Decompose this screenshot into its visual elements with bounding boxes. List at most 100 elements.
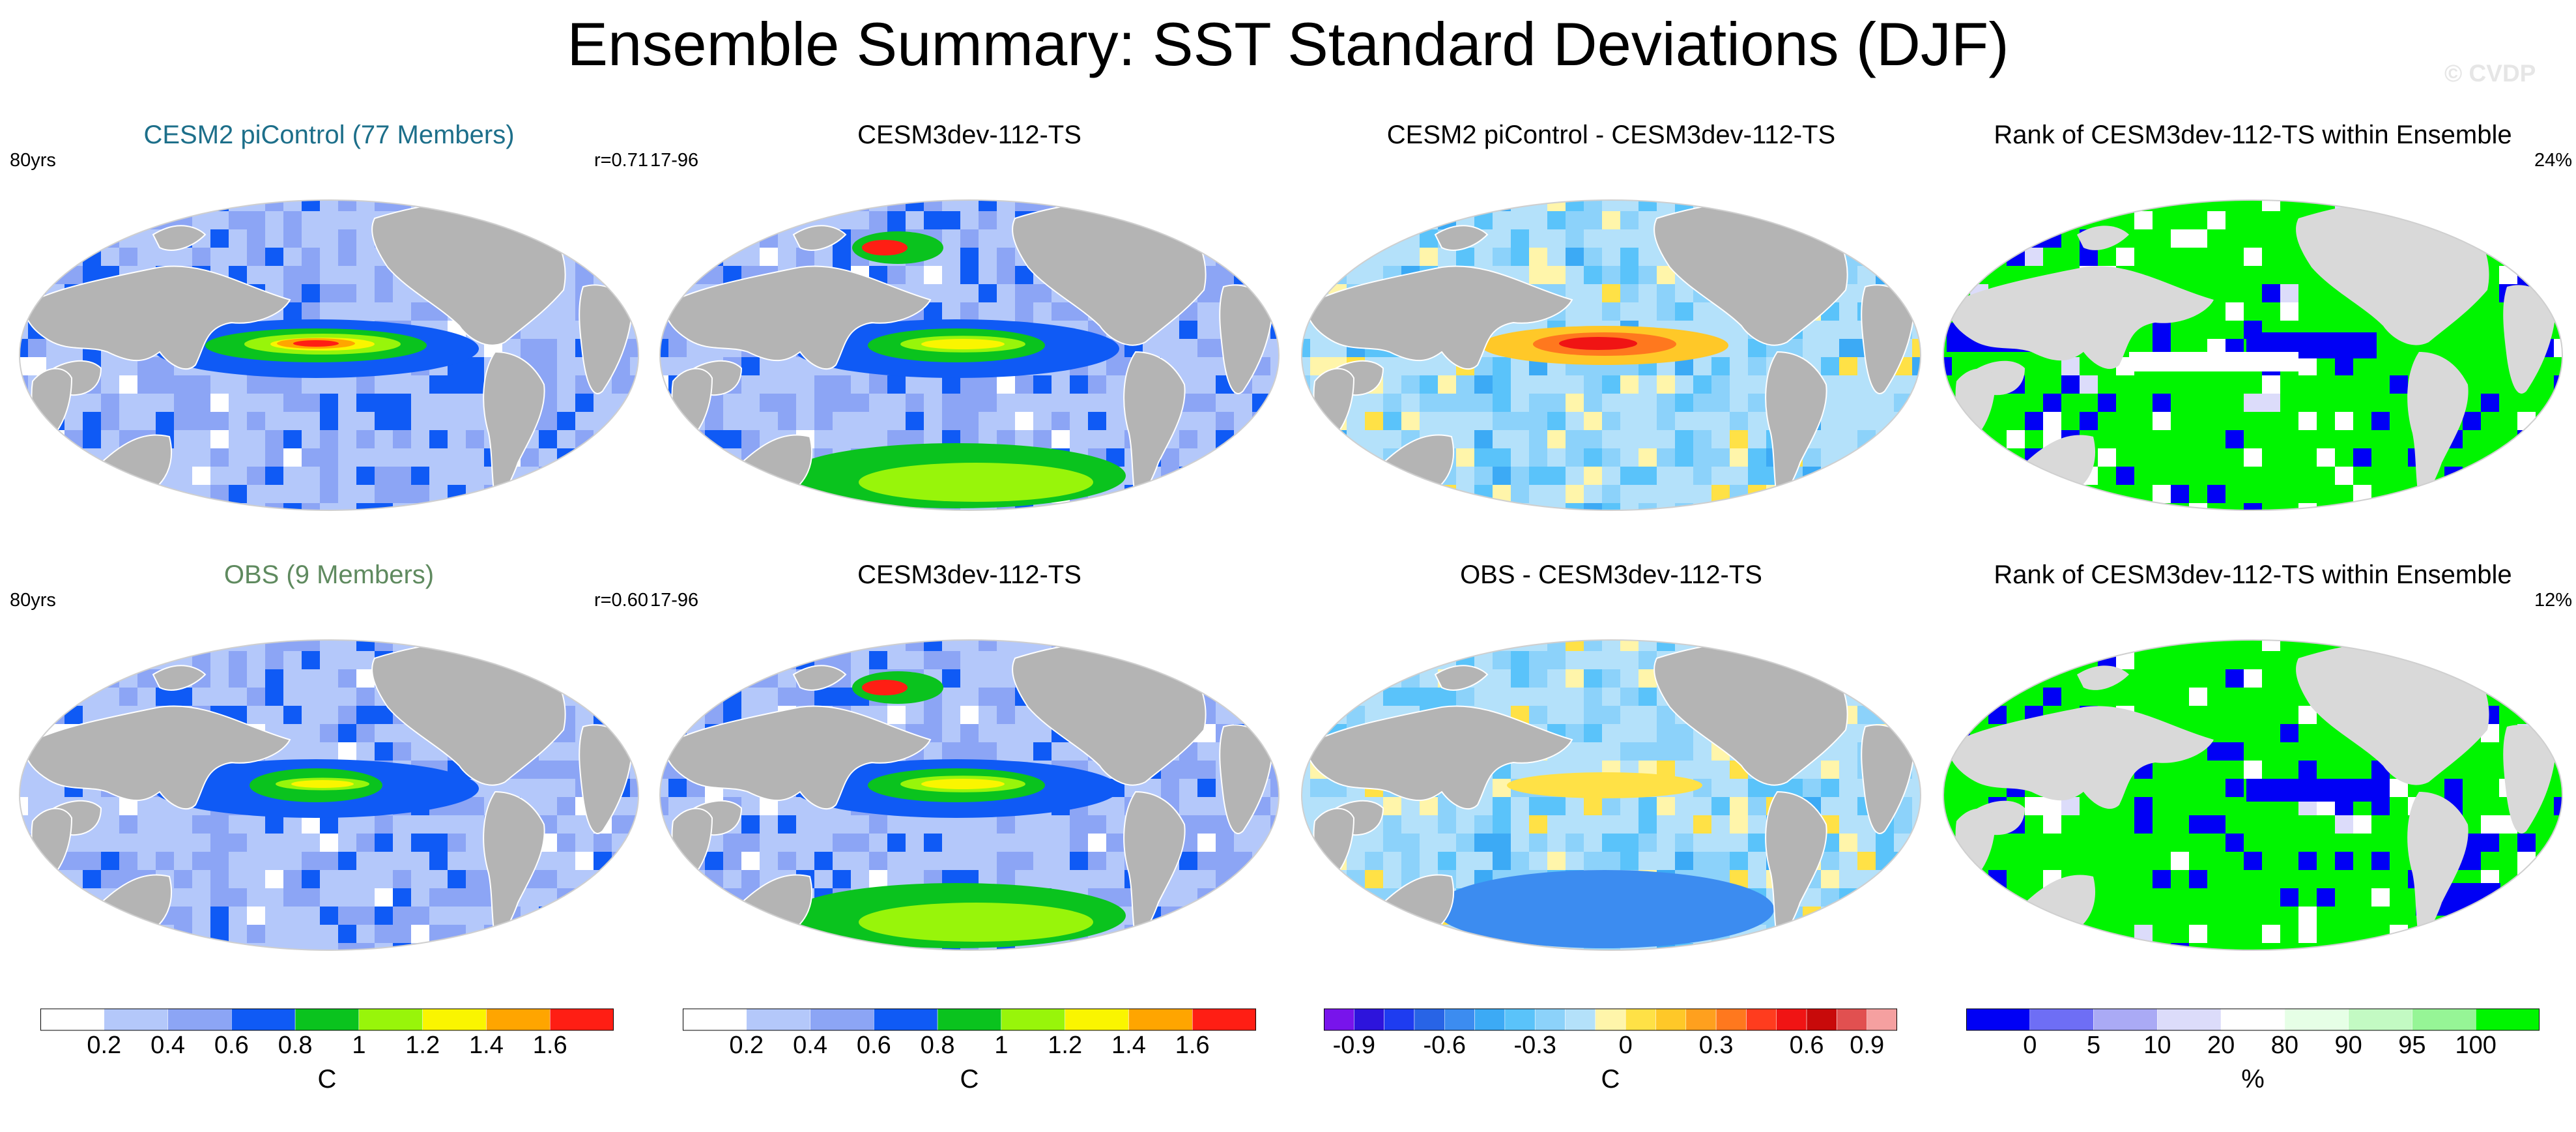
colorbar-unit: C [960, 1065, 979, 1094]
landmass [21, 705, 291, 809]
panel-cesm3dev: CESM3dev-112-TS 17-96 [650, 121, 1289, 557]
colorbar-tick-label: -0.9 [1333, 1032, 1375, 1059]
panel-difference-cesm2: CESM2 piControl - CESM3dev-112-TS [1292, 121, 1930, 557]
map-border [1943, 199, 2563, 511]
panel-rank-percent: 12% [2534, 590, 2572, 611]
colorbar-tick-label: 1.2 [1048, 1032, 1082, 1059]
colorbar-tick-label: 0.4 [793, 1032, 827, 1059]
map-border [19, 639, 639, 951]
colorbar-frame [1966, 1008, 2540, 1031]
colorbar-tick-label: -0.6 [1424, 1032, 1466, 1059]
colorbar-tick-label: 0.9 [1850, 1032, 1884, 1059]
panel-pattern-correlation: r=0.60 [594, 590, 648, 611]
colorbar-tick-label: 95 [2398, 1032, 2426, 1059]
world-map [19, 199, 639, 511]
colorbar-swatch [1192, 1008, 1256, 1031]
colorbar-swatch [1625, 1008, 1656, 1031]
panel-cesm2-picontrol: CESM2 piControl (77 Members) 80yrs r=0.7… [10, 121, 648, 557]
colorbar-tick-label: 80 [2271, 1032, 2298, 1059]
colorbar-swatch [486, 1008, 551, 1031]
colorbar-swatch [1128, 1008, 1193, 1031]
colorbar-tick-label: 0.4 [150, 1032, 185, 1059]
colorbar-swatch [1534, 1008, 1566, 1031]
colorbar-swatch [937, 1008, 1002, 1031]
colorbar-tick-label: 20 [2207, 1032, 2235, 1059]
colorbar-frame [40, 1008, 614, 1031]
colorbar-tick-label: 1.6 [1175, 1032, 1210, 1059]
map-border [1301, 199, 1921, 511]
colorbar-unit: % [2241, 1065, 2265, 1094]
colorbar-swatch [2029, 1008, 2094, 1031]
world-map [1943, 639, 2563, 951]
landmass [2407, 352, 2469, 508]
colorbar-swatch [2284, 1008, 2349, 1031]
map-border [1301, 639, 1921, 951]
panel-years: 17-96 [650, 150, 699, 171]
colorbar-swatch [1746, 1008, 1777, 1031]
colorbar-tick-label: 0.3 [1699, 1032, 1734, 1059]
colorbar-swatch [231, 1008, 296, 1031]
colorbar-swatch [810, 1008, 874, 1031]
colorbar-swatch [683, 1008, 747, 1031]
colorbar-tick-label: 0.2 [729, 1032, 764, 1059]
panel-years: 80yrs [10, 590, 56, 611]
colorbar-swatch [422, 1008, 487, 1031]
colorbar-swatch [1867, 1008, 1897, 1031]
landmass [1434, 225, 1489, 251]
colorbar-tick-label: 0 [2023, 1032, 2037, 1059]
colorbar-swatch [1444, 1008, 1475, 1031]
panel-title: OBS (9 Members) [223, 560, 435, 589]
world-map [1301, 199, 1921, 511]
panel-obs: OBS (9 Members) 80yrs r=0.60 [10, 560, 648, 997]
landmass [662, 705, 932, 809]
colorbar-sd-1: 0.2 0.4 0.6 0.8 1 1.2 1.4 1.6 C [40, 1008, 614, 1132]
colorbar-tick-label: 0.8 [921, 1032, 955, 1059]
colorbar-swatch [1776, 1008, 1807, 1031]
colorbar-swatch [2220, 1008, 2285, 1031]
colorbar-frame [683, 1008, 1256, 1031]
landmass [152, 665, 207, 691]
world-map [1301, 639, 1921, 951]
colorbar-swatch [1474, 1008, 1506, 1031]
panel-pattern-correlation: r=0.71 [594, 150, 648, 171]
colorbar-tick-label: 1 [352, 1032, 365, 1059]
colorbar-swatch [1837, 1008, 1867, 1031]
landmass [662, 265, 932, 370]
main-title: Ensemble Summary: SST Standard Deviation… [567, 10, 2009, 78]
colorbar-tick-label: 5 [2087, 1032, 2100, 1059]
colorbar-swatch [1324, 1008, 1354, 1031]
landmass [2077, 665, 2129, 690]
landmass [1947, 266, 2214, 370]
landmass [21, 265, 291, 370]
sst-field [1302, 200, 1921, 510]
panel-rank-obs: Rank of CESM3dev-112-TS within Ensemble … [1934, 560, 2572, 997]
sst-field [1943, 640, 2562, 950]
landmass [1304, 705, 1573, 809]
colorbar-swatch [1715, 1008, 1747, 1031]
map-border [659, 199, 1280, 511]
landmass [1947, 706, 2214, 809]
colorbar-graphic: 0 5 10 20 80 90 95 100 [1966, 1008, 2540, 1059]
landmass [2407, 792, 2469, 948]
landmass [1434, 665, 1489, 691]
colorbar-swatch [167, 1008, 232, 1031]
colorbar-swatch [549, 1008, 614, 1031]
colorbar-unit: C [1601, 1065, 1620, 1094]
world-map [19, 639, 639, 951]
landmass [792, 225, 847, 251]
colorbar-tick-label: 0.6 [214, 1032, 249, 1059]
colorbar-swatch [40, 1008, 105, 1031]
panel-difference-obs: OBS - CESM3dev-112-TS [1292, 560, 1930, 997]
colorbar-tick-label: 90 [2335, 1032, 2362, 1059]
landmass [792, 665, 847, 691]
panel-years: 17-96 [650, 590, 699, 611]
panel-title: Rank of CESM3dev-112-TS within Ensemble [1994, 121, 2512, 149]
colorbar-rank: 0 5 10 20 80 90 95 100 % [1966, 1008, 2540, 1132]
map-border [659, 639, 1280, 951]
sst-field [20, 640, 638, 950]
world-map [1943, 199, 2563, 511]
colorbar-swatch [2348, 1008, 2412, 1031]
sst-field [1943, 200, 2562, 510]
colorbar-swatch [746, 1008, 810, 1031]
watermark: © CVDP [2444, 60, 2536, 87]
